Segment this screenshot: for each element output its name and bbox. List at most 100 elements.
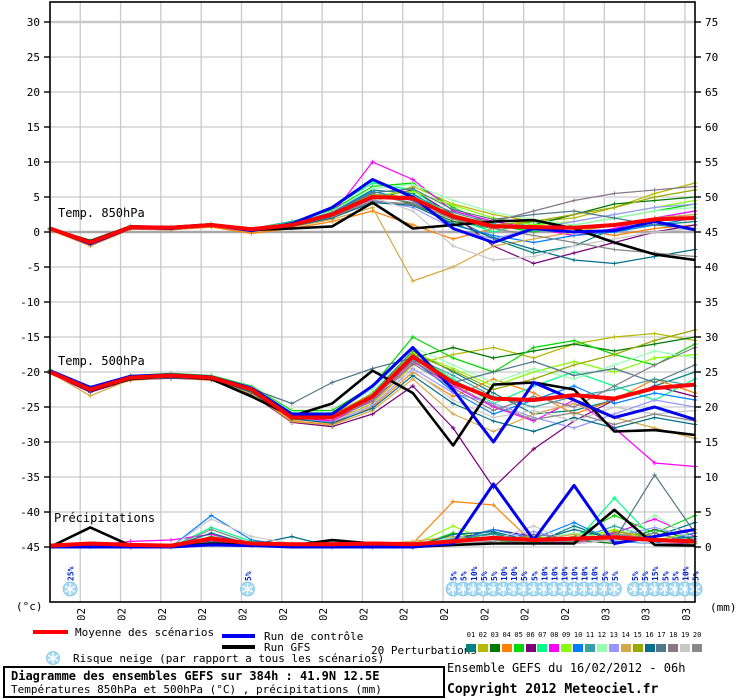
left-axis-unit: (°c)	[16, 600, 43, 613]
perturbation-key-01: 01	[466, 631, 476, 652]
right-tick-label: 30	[705, 331, 718, 344]
diagram-subtitle: Températures 850hPa et 500hPa (°C) , pré…	[11, 683, 382, 696]
left-tick-label: -25	[20, 401, 40, 414]
perturbation-key-16: 16	[644, 631, 655, 652]
legend-mean-label: Moyenne des scénarios	[75, 626, 215, 639]
perturbation-color-swatch	[632, 644, 643, 652]
snow-pct-label: 5%	[601, 571, 610, 581]
snow-pct-label: 10%	[571, 566, 580, 581]
snow-pct-label: 5%	[631, 571, 640, 581]
perturbation-color-swatch	[620, 644, 631, 652]
date-label: 28/02	[519, 608, 532, 620]
snow-pct-label: 5%	[530, 571, 539, 581]
date-label: 01/03	[599, 608, 612, 620]
section-label-prcp: Précipitations	[54, 511, 155, 525]
perturbation-number: 09	[561, 631, 571, 639]
perturbations-legend-label: 20 Perturbations	[371, 644, 477, 657]
right-axis-unit: (mm)	[710, 601, 737, 614]
snow-pct-label: 10%	[540, 566, 549, 581]
snow-pct-label: 10%	[681, 566, 690, 581]
snow-pct-label: 5%	[692, 571, 701, 581]
copyright: Copyright 2012 Meteociel.fr	[447, 682, 659, 697]
right-tick-label: 10	[705, 471, 718, 484]
perturbation-number: 04	[502, 631, 511, 639]
date-label: 17/02	[75, 608, 88, 620]
right-tick-label: 65	[705, 86, 718, 99]
perturbation-number: 06	[526, 631, 535, 639]
perturbation-key-11: 11	[585, 631, 595, 652]
snowflake-icon	[46, 651, 60, 665]
snow-pct-label: 10%	[550, 566, 559, 581]
snow-pct-label: 10%	[560, 566, 569, 581]
right-tick-label: 70	[705, 51, 718, 64]
snow-pct-label: 5%	[671, 571, 680, 581]
snow-pct-label: 10%	[581, 566, 590, 581]
right-tick-label: 75	[705, 16, 718, 29]
perturbation-number: 02	[478, 631, 488, 639]
perturbation-number: 17	[657, 631, 666, 639]
snow-pct-label: 15%	[651, 566, 660, 581]
diagram-title: Diagramme des ensembles GEFS sur 384h : …	[11, 669, 380, 683]
right-tick-label: 55	[705, 156, 718, 169]
snow-pct-label: 10%	[510, 566, 519, 581]
perturbation-color-swatch	[573, 644, 584, 652]
date-label: 29/02	[559, 608, 572, 620]
right-tick-label: 45	[705, 226, 718, 239]
left-tick-label: -20	[20, 366, 40, 379]
run-info: Ensemble GEFS du 16/02/2012 - 06h	[447, 661, 686, 675]
snow-pct-label: 5%	[641, 571, 650, 581]
left-tick-label: 5	[33, 191, 40, 204]
perturbation-key-07: 07	[537, 631, 548, 652]
right-tick-label: 35	[705, 296, 718, 309]
date-label: 02/03	[640, 608, 653, 620]
perturbation-number: 05	[514, 631, 523, 639]
right-tick-label: 60	[705, 121, 718, 134]
snowflake-icon	[566, 581, 582, 597]
date-label: 03/03	[680, 608, 693, 620]
right-tick-label: 40	[705, 261, 718, 274]
perturbation-key-19: 19	[680, 631, 691, 652]
left-tick-label: -10	[20, 296, 40, 309]
right-tick-label: 15	[705, 436, 718, 449]
perturbation-color-swatch	[596, 644, 607, 652]
right-tick-label: 5	[705, 506, 712, 519]
perturbation-number: 12	[597, 631, 607, 639]
series-mean-prcp	[49, 535, 696, 548]
snowflake-icon	[62, 581, 78, 597]
series-lines	[47, 159, 698, 550]
legend-gfs-label: Run GFS	[264, 641, 311, 654]
snow-pct-label: 10%	[500, 566, 509, 581]
diagram-title-box: Diagramme des ensembles GEFS sur 384h : …	[3, 666, 445, 698]
left-tick-label: 15	[27, 121, 40, 134]
date-label: 21/02	[236, 608, 249, 620]
date-label: 23/02	[317, 608, 330, 620]
perturbation-key-10: 10	[573, 631, 584, 652]
snowflake-icon	[46, 651, 60, 665]
left-tick-label: -5	[27, 261, 40, 274]
snow-pct-label: 10%	[591, 566, 600, 581]
left-tick-label: 30	[27, 16, 40, 29]
perturbation-color-swatch	[680, 644, 691, 652]
snowflake-icon	[536, 581, 552, 597]
perturbation-key-09: 09	[561, 631, 572, 652]
perturbations-color-key: 01 02 03 04 05 06 07 08 09 10 11 12 13 14 15 16 17 18 19 20	[466, 631, 706, 655]
left-tick-label: 0	[33, 226, 40, 239]
perturbation-key-06: 06	[525, 631, 536, 652]
section-label-t850: Temp. 850hPa	[58, 206, 145, 220]
x-axis-dates: 17/02 18/02 19/02 20/02 21/02 22/02 23/02 24/02…	[75, 608, 693, 641]
date-label: 26/02	[438, 608, 451, 620]
section-label-t500: Temp. 500hPa	[58, 354, 145, 368]
left-tick-label: -40	[20, 506, 40, 519]
perturbation-key-08: 08	[549, 631, 560, 652]
ensemble-chart: 25% 5% 5% 5% 10% 5% 5% 10% 10% 5% 5% 10% 10% 10% 10% 10…	[16, 1, 737, 641]
perturbation-number: 19	[680, 631, 690, 639]
left-tick-label: -35	[20, 471, 40, 484]
left-tick-label: -15	[20, 331, 40, 344]
perturbation-color-swatch	[477, 644, 488, 652]
perturbation-number: 07	[538, 631, 547, 639]
series-mean-t500	[49, 354, 696, 420]
perturbation-number: 15	[633, 631, 642, 639]
perturbation-key-02: 02	[477, 631, 488, 652]
